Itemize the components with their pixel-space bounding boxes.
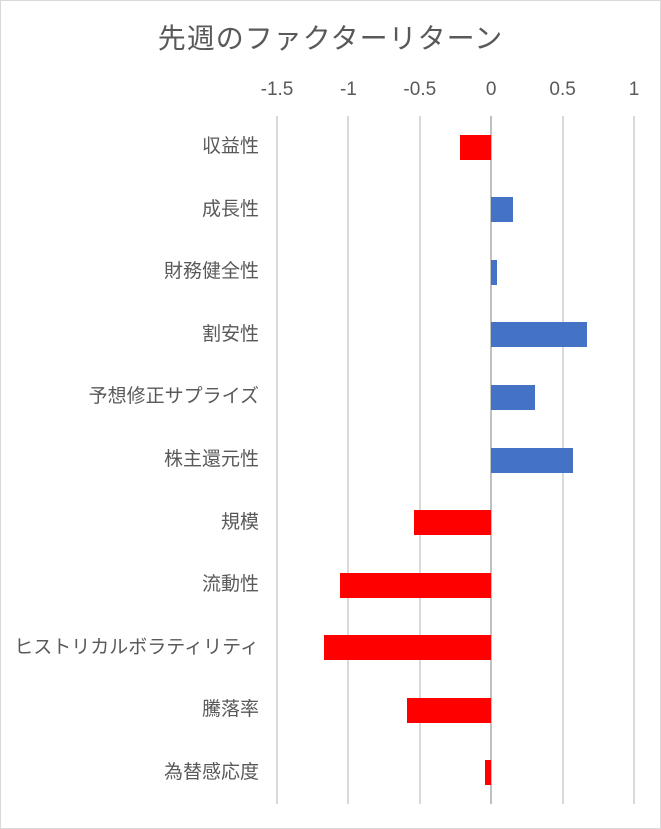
bar-positive: [491, 259, 497, 285]
bar-negative: [324, 635, 492, 661]
x-axis-tick-label: -1.5: [260, 79, 294, 100]
bar-negative: [406, 697, 492, 723]
bar-positive: [491, 447, 573, 473]
bar-positive: [491, 384, 536, 410]
bar-negative: [414, 510, 492, 536]
bar-negative: [485, 760, 492, 786]
gridline: [276, 116, 278, 804]
category-label: 割安性: [201, 323, 259, 345]
x-axis-tick-label: -0.5: [403, 79, 437, 100]
category-label: 為替感応度: [163, 761, 259, 783]
category-label: 株主還元性: [163, 449, 259, 470]
category-label: 財務健全性: [163, 261, 259, 283]
category-label: ヒストリカルボラティリティ: [14, 636, 259, 658]
category-label: 規模: [220, 511, 259, 533]
bar-positive: [491, 197, 513, 223]
x-axis-tick-label: 1: [628, 79, 640, 100]
gridline: [347, 116, 350, 804]
category-label: 騰落率: [201, 699, 259, 721]
category-label: 流動性: [201, 574, 259, 596]
bar-positive: [491, 322, 587, 348]
gridline: [418, 116, 421, 804]
x-axis-tick-label: -1: [339, 79, 357, 100]
bar-negative: [459, 134, 492, 160]
category-label: 成長性: [201, 198, 259, 220]
chart-title: 先週のファクターリターン: [157, 23, 504, 54]
gridline: [633, 116, 635, 804]
bar-negative: [339, 572, 492, 598]
x-axis-tick-label: 0: [485, 79, 497, 100]
x-axis-tick-label: 0.5: [549, 79, 576, 100]
category-label: 予想修正サプライズ: [88, 386, 259, 408]
category-label: 収益性: [201, 136, 259, 158]
